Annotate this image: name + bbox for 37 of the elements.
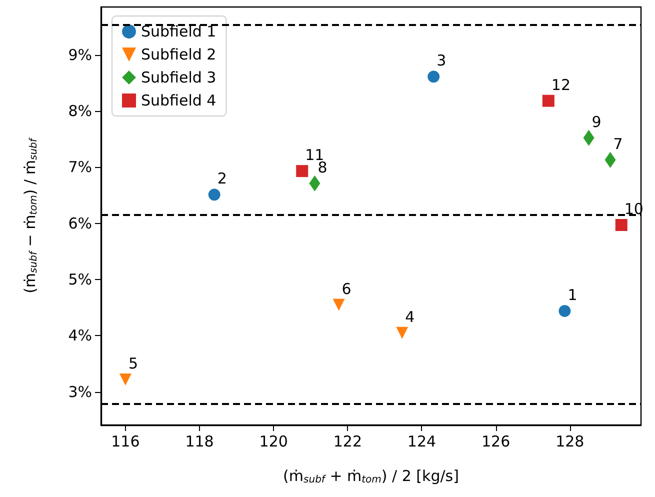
y-tick-label: 4% [68, 326, 92, 345]
y-tick-label: 5% [68, 270, 92, 288]
x-tick-label: 128 [556, 432, 584, 450]
point [558, 304, 571, 317]
legend-label: Subfield 1 [141, 22, 216, 40]
x-tick-label: 124 [407, 432, 436, 450]
legend-label: Subfield 3 [141, 68, 216, 86]
point [396, 326, 408, 339]
legend-label: Subfield 2 [141, 46, 216, 64]
annotation: 6 [342, 280, 352, 298]
y-tick-label: 9% [68, 46, 92, 64]
y-tick-label: 3% [68, 382, 92, 401]
y-tick-label: 6% [68, 214, 92, 232]
annotation: 5 [128, 354, 138, 372]
annotation: 2 [217, 170, 227, 188]
y-axis-title: (ṁsubf − ṁtom) / ṁsubf [21, 137, 40, 294]
x-tick-label: 116 [111, 432, 140, 450]
point [119, 373, 132, 386]
point [332, 298, 345, 311]
annotation: 9 [592, 112, 602, 131]
legend-label: Subfield 4 [141, 92, 216, 110]
annotation: 4 [405, 308, 415, 326]
x-tick-label: 120 [259, 432, 288, 450]
annotation: 3 [436, 52, 446, 70]
point [208, 188, 220, 201]
annotation: 7 [613, 134, 623, 153]
point [542, 94, 554, 107]
point [615, 218, 628, 231]
point [428, 70, 440, 83]
x-tick-label: 122 [333, 432, 362, 450]
annotation: 1 [568, 286, 578, 304]
x-tick-label: 118 [185, 432, 214, 450]
point [296, 165, 308, 178]
y-tick-label: 8% [68, 102, 92, 120]
x-tick-label: 126 [481, 432, 510, 450]
y-tick-label: 7% [68, 158, 92, 176]
annotation: 12 [551, 76, 570, 94]
